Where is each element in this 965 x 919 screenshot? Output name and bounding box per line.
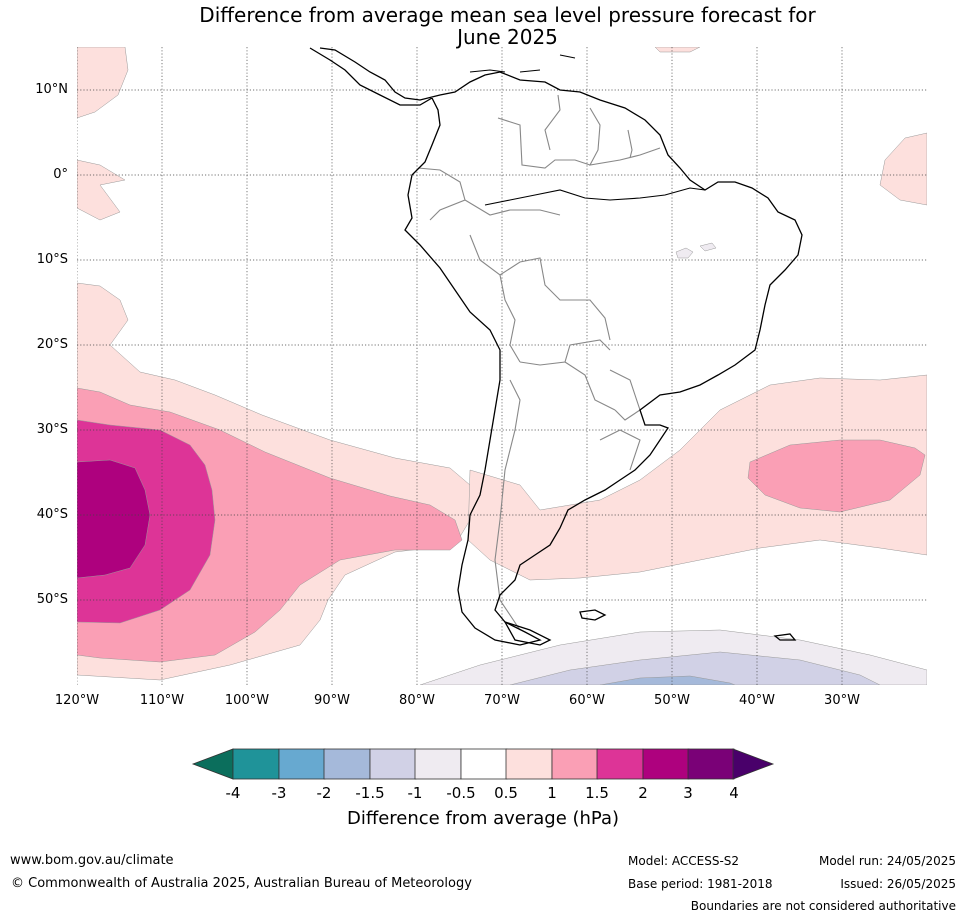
disclaimer-text: Boundaries are not considered authoritat… <box>690 899 956 913</box>
model-run-text: Model run: 24/05/2025 <box>818 854 956 868</box>
colorbar-extend-high <box>732 748 775 780</box>
anomaly-shading <box>77 47 927 685</box>
colorbar-tick: -4 <box>225 784 241 802</box>
amazon-river <box>484 187 706 206</box>
colorbar-extend-low <box>191 748 234 780</box>
issued-text: Issued: 26/05/2025 <box>840 877 956 891</box>
country-borders <box>417 94 661 631</box>
colorbar-bin-7 <box>505 748 553 780</box>
coastlines <box>309 47 803 646</box>
colorbar-tick: 1.5 <box>585 784 609 802</box>
colorbar-bin-8 <box>551 748 599 780</box>
map-plot-area <box>77 47 927 685</box>
caribbean-islands <box>469 54 576 73</box>
copyright-text: © Commonwealth of Australia 2025, Austra… <box>11 876 472 891</box>
lat-label-10n: 10°N <box>35 82 68 97</box>
south-america-coastline <box>309 47 803 646</box>
tierra-del-fuego <box>503 620 552 646</box>
anomaly-region-neg-south-inner <box>509 651 881 685</box>
lon-label-60w: 60°W <box>569 693 605 708</box>
colorbar-bin-10 <box>642 748 690 780</box>
colorbar-bin-1 <box>232 748 280 780</box>
lon-label-50w: 50°W <box>654 693 690 708</box>
falkland-islands <box>579 609 607 621</box>
lon-label-30w: 30°W <box>824 693 860 708</box>
lon-label-70w: 70°W <box>484 693 520 708</box>
anomaly-region-2-3-west <box>77 459 151 579</box>
colorbar-bin-3 <box>323 748 371 780</box>
colorbar-tick: -0.5 <box>446 784 476 802</box>
colorbar-bin-11 <box>687 748 735 780</box>
lat-label-10s: 10°S <box>36 252 68 267</box>
lat-label-0: 0° <box>53 167 68 182</box>
lon-label-40w: 40°W <box>739 693 775 708</box>
colorbar-tick: -1 <box>407 784 423 802</box>
base-period-text: Base period: 1981-2018 <box>628 877 773 891</box>
graticule <box>77 47 927 685</box>
anomaly-region-0.5-1-equator-east <box>879 132 927 206</box>
colorbar-tick: 3 <box>683 784 693 802</box>
lon-label-120w: 120°W <box>54 693 100 708</box>
lon-label-110w: 110°W <box>139 693 185 708</box>
title-line-1: Difference from average mean sea level p… <box>199 3 816 27</box>
model-text: Model: ACCESS-S2 <box>628 854 740 868</box>
website-link[interactable]: www.bom.gov.au/climate <box>10 853 174 868</box>
colorbar-bin-4 <box>369 748 417 780</box>
colorbar-tick: 1 <box>547 784 557 802</box>
lon-label-90w: 90°W <box>314 693 350 708</box>
colorbar-tick: -2 <box>316 784 332 802</box>
south-georgia <box>773 633 797 641</box>
map-title: Difference from average mean sea level p… <box>0 4 965 48</box>
colorbar-bin-5 <box>414 748 462 780</box>
lat-label-50s: 50°S <box>36 592 68 607</box>
lon-label-80w: 80°W <box>399 693 435 708</box>
colorbar-bin-6 <box>460 748 508 780</box>
anomaly-region-neg-south-core <box>599 675 736 685</box>
anomaly-region-0.5-1-equator-west <box>77 159 126 221</box>
colorbar-tick: 2 <box>638 784 648 802</box>
lat-label-20s: 20°S <box>36 337 68 352</box>
colorbar-tick: 4 <box>729 784 739 802</box>
lon-label-100w: 100°W <box>224 693 270 708</box>
anomaly-region-neg-brazil <box>675 242 717 259</box>
anomaly-region-0.5-1-southeast <box>467 374 927 581</box>
colorbar-bin-9 <box>596 748 644 780</box>
colorbar-tick: 0.5 <box>494 784 518 802</box>
lat-label-30s: 30°S <box>36 422 68 437</box>
colorbar-label: Difference from average (hPa) <box>346 808 620 829</box>
anomaly-region-0.5-1-north-west <box>77 47 129 119</box>
anomaly-region-0.5-1-north-east <box>654 47 701 53</box>
anomaly-region-1-1.5-east <box>747 439 926 513</box>
colorbar <box>191 748 775 780</box>
title-line-2: June 2025 <box>457 25 558 49</box>
colorbar-bin-2 <box>278 748 326 780</box>
colorbar-tick: -1.5 <box>355 784 385 802</box>
colorbar-tick: -3 <box>271 784 287 802</box>
lat-label-40s: 40°S <box>36 507 68 522</box>
